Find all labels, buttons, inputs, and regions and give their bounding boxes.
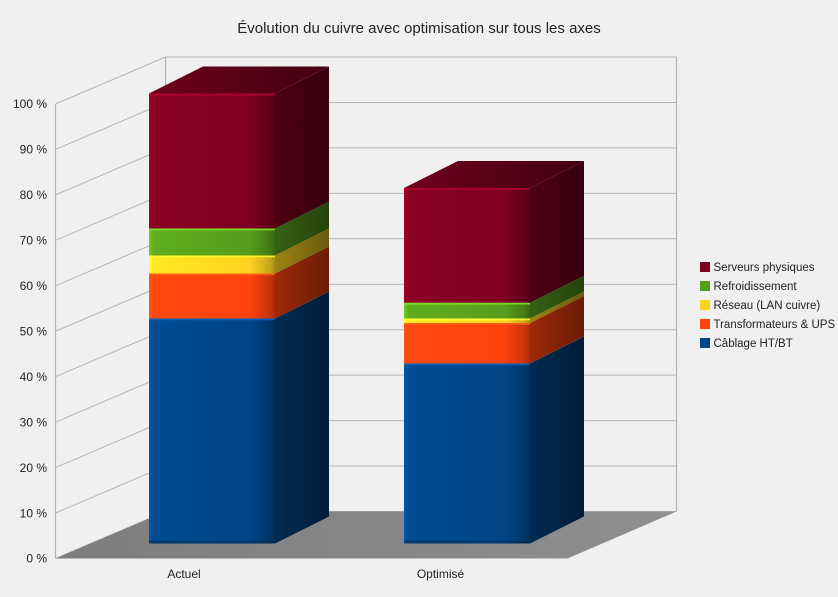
- y-tick-label-100pct: 100 %: [13, 97, 47, 111]
- y-tick-label-80pct: 80 %: [20, 188, 48, 202]
- bar-actuel-refroidissement-front[interactable]: [149, 228, 275, 256]
- legend-swatch-cablage-ht-bt: [700, 338, 710, 348]
- bar-actuel-reseau-lan-cuivre-side[interactable]: [275, 228, 329, 274]
- y-tick-label-10pct: 10 %: [20, 506, 48, 520]
- bar-actuel-cablage-ht-bt-front[interactable]: [149, 318, 275, 544]
- bar-actuel-cablage-ht-bt-base-shade: [149, 540, 275, 544]
- legend-label-cablage-ht-bt: Câblage HT/BT: [714, 338, 793, 350]
- legend-swatch-reseau-lan-cuivre: [700, 300, 710, 310]
- bar-optimise-cablage-ht-bt-front[interactable]: [404, 363, 530, 544]
- bar-optimise-transformateurs-ups-front[interactable]: [404, 323, 530, 364]
- bar-actuel-serveurs-physiques-side[interactable]: [275, 66, 329, 229]
- bars-group: [149, 66, 584, 544]
- legend-label-refroidissement: Refroidissement: [714, 281, 798, 293]
- bar-actuel-refroidissement-side[interactable]: [275, 201, 329, 256]
- y-tick-label-70pct: 70 %: [20, 234, 48, 248]
- bar-actuel-refroidissement-bevel-highlight: [149, 228, 275, 231]
- bar-optimise-cablage-ht-bt-base-shade: [404, 540, 530, 544]
- bar-optimise-reseau-lan-cuivre-side[interactable]: [530, 291, 584, 324]
- bar-optimise-transformateurs-ups-side[interactable]: [530, 296, 584, 364]
- bar-optimise-serveurs-physiques-bevel-highlight: [404, 188, 530, 190]
- bar-optimise-refroidissement-bevel-highlight: [404, 302, 530, 305]
- legend-swatch-transformateurs-ups: [700, 319, 710, 329]
- bar-optimise-reseau-lan-cuivre-bevel-highlight: [404, 318, 530, 321]
- gridline-100pct: [55, 56, 677, 105]
- axis-labels-group: 0 % 10 % 20 % 30 % 40 % 50 % 60 % 70 % 80 % 90 % 1…: [13, 97, 465, 581]
- legend-item-serveurs-physiques[interactable]: Serveurs physiques: [700, 262, 815, 274]
- y-tick-label-60pct: 60 %: [20, 279, 48, 293]
- legend: Serveurs physiques Refroidissement Réseau …: [700, 262, 835, 350]
- y-tick-label-20pct: 20 %: [20, 461, 48, 475]
- legend-item-cablage-ht-bt[interactable]: Câblage HT/BT: [700, 338, 793, 350]
- bar-optimise-transformateurs-ups-bevel-highlight: [404, 323, 530, 325]
- bar-optimise-serveurs-physiques-front[interactable]: [404, 188, 530, 303]
- y-tick-label-40pct: 40 %: [20, 370, 48, 384]
- bar-actuel-serveurs-physiques-front[interactable]: [149, 93, 275, 229]
- gridline-90pct: [55, 101, 677, 150]
- bar-actuel-cablage-ht-bt-side[interactable]: [275, 291, 329, 544]
- chart-title: Évolution du cuivre avec optimisation su…: [237, 20, 601, 37]
- bar-actuel-serveurs-physiques-bevel-highlight: [149, 93, 275, 96]
- bar-actuel-transformateurs-ups-front[interactable]: [149, 273, 275, 319]
- bar-actuel-cablage-ht-bt-bevel-highlight: [149, 318, 275, 321]
- y-tick-label-30pct: 30 %: [20, 415, 48, 429]
- y-tick-label-50pct: 50 %: [20, 324, 48, 338]
- bar-actuel-reseau-lan-cuivre-front[interactable]: [149, 255, 275, 274]
- bar-actuel: [149, 66, 329, 544]
- legend-label-serveurs-physiques: Serveurs physiques: [714, 262, 815, 274]
- bar-optimise-refroidissement-side[interactable]: [530, 275, 584, 319]
- legend-item-refroidissement[interactable]: Refroidissement: [700, 281, 797, 293]
- bar-optimise-cablage-ht-bt-side[interactable]: [530, 336, 584, 544]
- bar-optimise-cablage-ht-bt-bevel-highlight: [404, 363, 530, 366]
- bar-optimise-serveurs-physiques-top[interactable]: [404, 161, 584, 188]
- legend-label-reseau-lan-cuivre: Réseau (LAN cuivre): [714, 300, 821, 312]
- bar-actuel-serveurs-physiques-top[interactable]: [149, 66, 329, 94]
- bar-actuel-transformateurs-ups-side[interactable]: [275, 246, 329, 319]
- bar-optimise: [404, 161, 584, 544]
- legend-swatch-refroidissement: [700, 281, 710, 291]
- bar-optimise-reseau-lan-cuivre-front[interactable]: [404, 318, 530, 324]
- legend-swatch-serveurs-physiques: [700, 262, 710, 272]
- bar-actuel-reseau-lan-cuivre-bevel-highlight: [149, 255, 275, 258]
- legend-item-reseau-lan-cuivre[interactable]: Réseau (LAN cuivre): [700, 300, 820, 312]
- x-category-label-actuel: Actuel: [167, 567, 200, 581]
- bar-actuel-transformateurs-ups-bevel-highlight: [149, 273, 275, 276]
- bar-optimise-serveurs-physiques-side[interactable]: [530, 161, 584, 303]
- y-tick-label-0pct: 0 %: [26, 552, 47, 566]
- bar-optimise-refroidissement-front[interactable]: [404, 302, 530, 319]
- legend-item-transformateurs-ups[interactable]: Transformateurs & UPS: [700, 319, 835, 331]
- y-tick-label-90pct: 90 %: [20, 143, 48, 157]
- x-category-label-optimise: Optimisé: [417, 567, 465, 581]
- legend-label-transformateurs-ups: Transformateurs & UPS: [714, 319, 836, 331]
